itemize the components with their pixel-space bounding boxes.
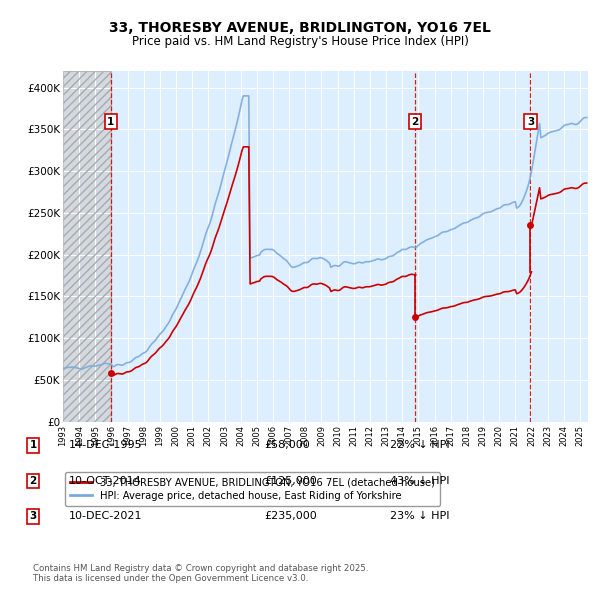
Text: 23% ↓ HPI: 23% ↓ HPI <box>390 512 449 521</box>
Text: 1: 1 <box>29 441 37 450</box>
Text: Contains HM Land Registry data © Crown copyright and database right 2025.
This d: Contains HM Land Registry data © Crown c… <box>33 563 368 583</box>
Legend: 33, THORESBY AVENUE, BRIDLINGTON, YO16 7EL (detached house), HPI: Average price,: 33, THORESBY AVENUE, BRIDLINGTON, YO16 7… <box>65 473 440 506</box>
Text: £58,000: £58,000 <box>264 441 310 450</box>
Text: 43% ↓ HPI: 43% ↓ HPI <box>390 476 449 486</box>
Bar <box>63 71 111 422</box>
Text: Price paid vs. HM Land Registry's House Price Index (HPI): Price paid vs. HM Land Registry's House … <box>131 35 469 48</box>
Text: £235,000: £235,000 <box>264 512 317 521</box>
Point <box>410 313 419 322</box>
Bar <box>63 71 111 422</box>
Text: 3: 3 <box>527 117 534 127</box>
Point <box>526 221 535 230</box>
Text: 10-OCT-2014: 10-OCT-2014 <box>69 476 142 486</box>
Text: 14-DEC-1995: 14-DEC-1995 <box>69 441 143 450</box>
Text: 22% ↓ HPI: 22% ↓ HPI <box>390 441 449 450</box>
Text: 33, THORESBY AVENUE, BRIDLINGTON, YO16 7EL: 33, THORESBY AVENUE, BRIDLINGTON, YO16 7… <box>109 21 491 35</box>
Text: 2: 2 <box>29 476 37 486</box>
Text: 3: 3 <box>29 512 37 521</box>
Text: 2: 2 <box>411 117 418 127</box>
Text: £125,000: £125,000 <box>264 476 317 486</box>
Text: 1: 1 <box>107 117 115 127</box>
Point <box>106 369 116 378</box>
Text: 10-DEC-2021: 10-DEC-2021 <box>69 512 143 521</box>
